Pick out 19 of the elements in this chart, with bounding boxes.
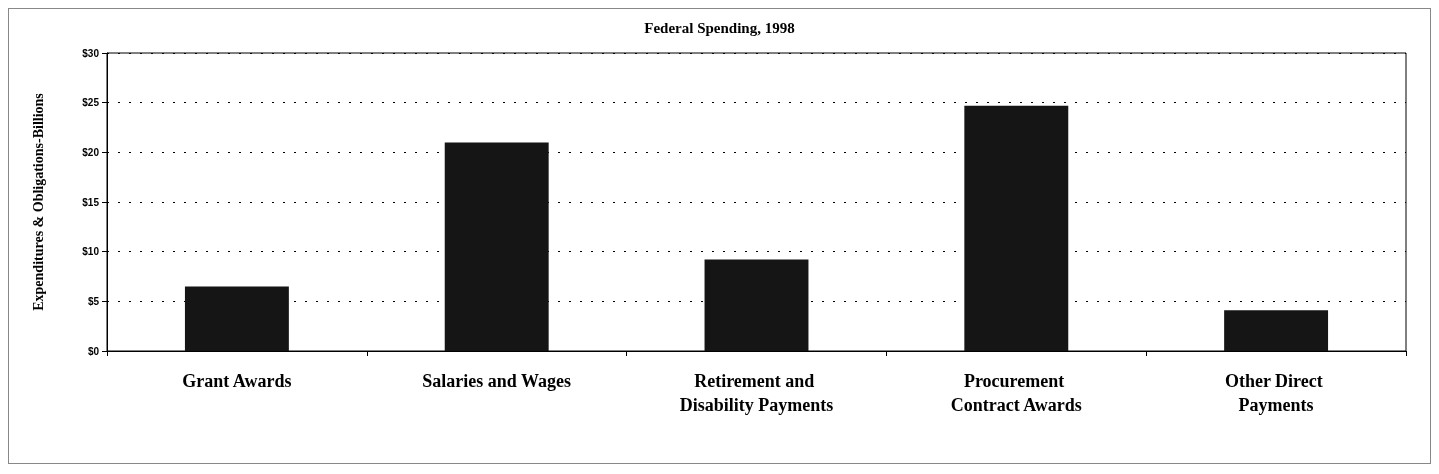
y-tick-label: $25 xyxy=(82,97,100,109)
bar xyxy=(444,142,549,351)
bar xyxy=(1224,310,1329,351)
x-tick-label: Grant Awards xyxy=(182,371,292,391)
y-tick-label: $30 xyxy=(82,47,100,59)
y-tick-label: $20 xyxy=(82,146,100,158)
x-tick-label: Other Direct Payments xyxy=(1224,371,1328,415)
chart-title: Federal Spending, 1998 xyxy=(644,19,795,36)
y-tick-label: $10 xyxy=(82,246,100,258)
bar xyxy=(964,105,1069,351)
x-tick-label: Salaries and Wages xyxy=(422,371,572,391)
bar xyxy=(704,259,809,351)
y-tick-label: $0 xyxy=(87,345,100,357)
y-axis-title: Expenditures & Obligations-Billions xyxy=(30,92,46,311)
x-tick-label: Procurement Contract Awards xyxy=(950,371,1082,415)
bar xyxy=(184,286,289,351)
x-tick-label: Retirement and Disability Payments xyxy=(679,371,834,415)
y-tick-label: $15 xyxy=(82,196,100,208)
y-tick-label: $5 xyxy=(87,295,100,307)
